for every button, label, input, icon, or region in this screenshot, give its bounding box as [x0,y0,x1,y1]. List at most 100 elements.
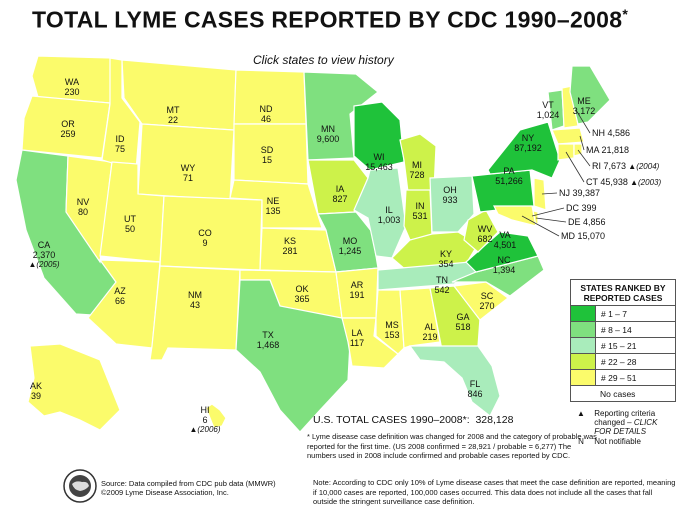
legend-item-2: # 8 – 14 [571,321,675,337]
map-subtitle: Click states to view history [253,53,394,67]
leader-line-ri [577,149,591,167]
state-label-pa[interactable]: PA 51,266 [495,166,523,186]
leader-line-nj [541,192,558,195]
state-label-ca[interactable]: CA 2,370 ▲(2005) [28,240,60,269]
state-label-ia[interactable]: IA 827 [332,184,348,204]
state-or[interactable] [21,95,111,159]
source-credit: Source: Data compiled from CDC pub data … [101,479,276,497]
state-label-id[interactable]: ID 75 [114,134,126,154]
state-label-ak[interactable]: AK 39 [29,381,43,401]
state-hi[interactable] [205,403,227,429]
state-label-in[interactable]: IN 531 [412,201,428,221]
state-label-md[interactable]: MD 15,070 [561,231,606,241]
legend-swatch [571,354,596,369]
state-label-mo[interactable]: MO 1,245 [338,236,362,256]
state-label-ri[interactable]: RI 7,673 ▲(2004) [592,161,660,171]
state-label-ky[interactable]: KY 354 [438,249,454,269]
state-label-wi[interactable]: WI 15,463 [365,152,393,172]
state-label-nc[interactable]: NC 1,394 [492,255,516,275]
legend-reporting-key[interactable]: ▲ Reporting criteria changed – CLICK FOR… [570,409,674,436]
leader-line-md [521,215,560,237]
state-label-ct[interactable]: CT 45,938 ▲(2003) [586,177,662,187]
state-il[interactable] [353,167,407,259]
legend-item-4: # 22 – 28 [571,353,675,369]
state-label-co[interactable]: CO 9 [198,228,212,248]
lyme-association-seal-icon [63,469,97,503]
state-tx[interactable] [235,279,351,433]
state-fl[interactable] [408,345,501,417]
state-label-il[interactable]: IL 1,003 [377,205,401,225]
leader-line-dc [531,207,565,217]
leader-line-nh [575,109,591,134]
state-label-mn[interactable]: MN 9,600 [316,124,340,144]
state-al[interactable] [399,287,441,349]
state-label-de[interactable]: DE 4,856 [568,217,606,227]
state-ak[interactable] [27,343,121,431]
click-for-details-link[interactable]: CLICK FOR DETAILS [594,418,658,436]
leader-line-ct [565,151,585,183]
state-label-nv[interactable]: NV 80 [76,197,90,217]
state-ga[interactable] [429,285,481,351]
state-ks[interactable] [259,227,337,273]
state-label-ut[interactable]: UT 50 [124,214,136,234]
state-label-tx[interactable]: TX 1,468 [256,330,280,350]
reporting-note: Note: According to CDC only 10% of Lyme … [313,478,676,506]
state-label-me[interactable]: ME 3,172 [572,96,596,116]
state-label-ny[interactable]: NY 87,192 [514,133,542,153]
triangle-icon: ▲ [577,409,585,418]
state-nm[interactable] [149,265,241,361]
state-nj[interactable] [533,177,547,211]
state-label-oh[interactable]: OH 933 [442,185,458,205]
state-nh[interactable] [561,85,579,129]
state-wy[interactable] [137,123,235,201]
state-md[interactable] [493,205,537,227]
state-label-az[interactable]: AZ 66 [114,286,126,306]
state-label-or[interactable]: OR 259 [60,119,76,139]
map-title: TOTAL LYME CASES REPORTED BY CDC 1990–20… [32,6,629,33]
legend-swatch [571,338,596,353]
state-label-sc[interactable]: SC 270 [479,291,495,311]
state-label-ok[interactable]: OK 365 [294,284,310,304]
state-label-sd[interactable]: SD 15 [260,145,274,165]
state-label-ma[interactable]: MA 21,818 [586,145,630,155]
state-label-wv[interactable]: WV 682 [477,224,493,244]
state-label-va[interactable]: VA 4,501 [493,230,517,250]
state-label-ms[interactable]: MS 153 [384,320,400,340]
leader-line-de [535,217,567,223]
legend-swatch [571,306,596,321]
legend-not-notifiable-key: N Not notifiable [578,437,641,446]
state-label-mt[interactable]: MT 22 [166,105,180,125]
state-label-ar[interactable]: AR 191 [349,280,365,300]
state-label-ne[interactable]: NE 135 [265,196,281,216]
state-label-tn[interactable]: TN 542 [434,275,450,295]
state-label-mi[interactable]: MI 728 [409,160,425,180]
state-label-ks[interactable]: KS 281 [282,236,298,256]
state-label-fl[interactable]: FL 846 [467,379,483,399]
state-label-la[interactable]: LA 117 [349,328,365,348]
state-label-nm[interactable]: NM 43 [188,290,202,310]
us-total: U.S. TOTAL CASES 1990–2008*: 328,128 [313,414,514,426]
state-label-nh[interactable]: NH 4,586 [592,128,631,138]
leader-line-ma [579,135,585,151]
state-label-ga[interactable]: GA 518 [455,312,471,332]
state-me[interactable] [569,65,611,125]
state-label-wy[interactable]: WY 71 [180,163,196,183]
legend-item-3: # 15 – 21 [571,337,675,353]
state-label-vt[interactable]: VT 1,024 [536,100,560,120]
state-nv[interactable] [65,155,113,264]
legend: STATES RANKED BY REPORTED CASES # 1 – 7 #… [570,279,676,402]
state-oh[interactable] [429,175,475,233]
state-va[interactable] [465,231,539,273]
state-label-nd[interactable]: ND 46 [259,104,273,124]
state-label-dc[interactable]: DC 399 [566,203,597,213]
state-ny[interactable] [487,121,561,179]
state-ma[interactable] [551,127,585,145]
state-label-al[interactable]: AL 219 [422,322,438,342]
legend-no-cases: No cases [571,385,675,401]
legend-swatch [571,370,596,385]
legend-item-5: # 29 – 51 [571,369,675,385]
state-label-wa[interactable]: WA 230 [64,77,80,97]
state-sc[interactable] [452,281,509,321]
state-label-hi[interactable]: HI 6 ▲(2006) [189,405,221,434]
state-label-nj[interactable]: NJ 39,387 [559,188,601,198]
